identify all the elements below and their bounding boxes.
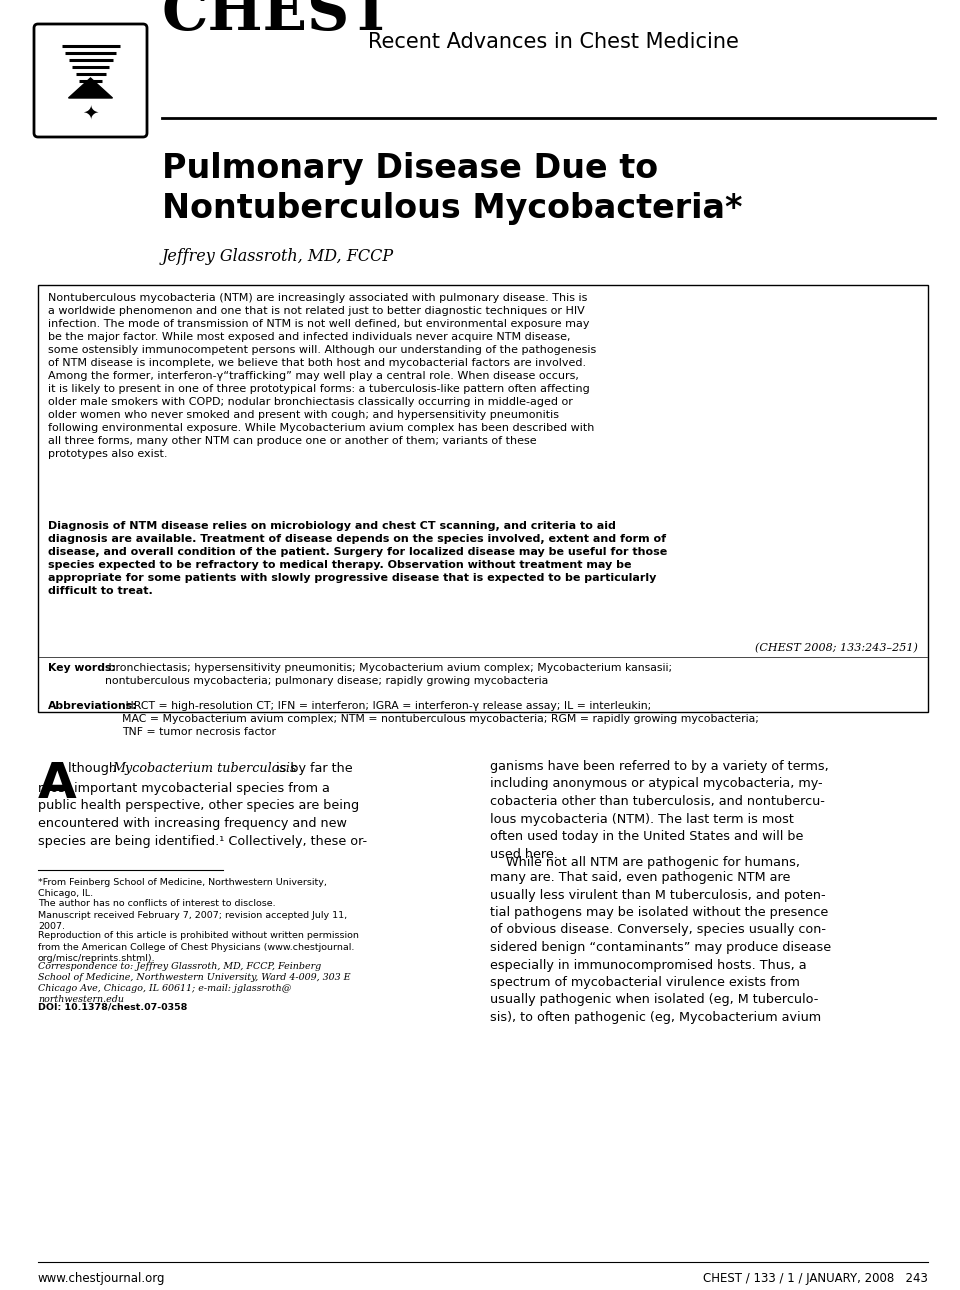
Text: Recent Advances in Chest Medicine: Recent Advances in Chest Medicine: [368, 32, 739, 52]
Text: The author has no conflicts of interest to disclose.: The author has no conflicts of interest …: [38, 899, 276, 908]
Text: lthough: lthough: [68, 762, 121, 775]
Text: bronchiectasis; hypersensitivity pneumonitis; Mycobacterium avium complex; Mycob: bronchiectasis; hypersensitivity pneumon…: [105, 663, 672, 686]
Text: ganisms have been referred to by a variety of terms,
including anonymous or atyp: ganisms have been referred to by a varie…: [490, 760, 828, 860]
Text: HRCT = high-resolution CT; IFN = interferon; IGRA = interferon-γ release assay; : HRCT = high-resolution CT; IFN = interfe…: [122, 700, 758, 737]
FancyBboxPatch shape: [34, 25, 147, 137]
Text: *From Feinberg School of Medicine, Northwestern University,
Chicago, IL.: *From Feinberg School of Medicine, North…: [38, 878, 326, 898]
Text: ✦: ✦: [83, 103, 99, 123]
Bar: [38, 285, 928, 712]
Polygon shape: [68, 77, 112, 98]
Text: A: A: [38, 760, 77, 808]
Text: Reproduction of this article is prohibited without written permission
from the A: Reproduction of this article is prohibit…: [38, 931, 359, 962]
Text: While not all NTM are pathogenic for humans,: While not all NTM are pathogenic for hum…: [490, 857, 800, 869]
Text: Jeffrey Glassroth, MD, FCCP: Jeffrey Glassroth, MD, FCCP: [162, 248, 395, 264]
Text: Correspondence to: Jeffrey Glassroth, MD, FCCP, Feinberg
School of Medicine, Nor: Correspondence to: Jeffrey Glassroth, MD…: [38, 962, 350, 1005]
Text: CHEST: CHEST: [162, 0, 394, 43]
Text: is by far the: is by far the: [272, 762, 352, 775]
Text: Mycobacterium tuberculosis: Mycobacterium tuberculosis: [112, 762, 297, 775]
Text: (CHEST 2008; 133:243–251): (CHEST 2008; 133:243–251): [756, 642, 918, 653]
Text: Diagnosis of NTM disease relies on microbiology and chest CT scanning, and crite: Diagnosis of NTM disease relies on micro…: [48, 521, 667, 596]
Text: most important mycobacterial species from a
public health perspective, other spe: most important mycobacterial species fro…: [38, 782, 367, 848]
Text: www.chestjournal.org: www.chestjournal.org: [38, 1272, 165, 1285]
Text: Manuscript received February 7, 2007; revision accepted July 11,
2007.: Manuscript received February 7, 2007; re…: [38, 911, 348, 930]
Text: Nontuberculous Mycobacteria*: Nontuberculous Mycobacteria*: [162, 192, 742, 224]
Text: Nontuberculous mycobacteria (NTM) are increasingly associated with pulmonary dis: Nontuberculous mycobacteria (NTM) are in…: [48, 293, 596, 459]
Text: Abbreviations:: Abbreviations:: [48, 700, 137, 711]
Text: Key words:: Key words:: [48, 663, 116, 673]
Text: Pulmonary Disease Due to: Pulmonary Disease Due to: [162, 152, 659, 184]
Text: CHEST / 133 / 1 / JANUARY, 2008   243: CHEST / 133 / 1 / JANUARY, 2008 243: [703, 1272, 928, 1285]
Text: many are. That said, even pathogenic NTM are
usually less virulent than M tuberc: many are. That said, even pathogenic NTM…: [490, 871, 831, 1024]
Text: DOI: 10.1378/chest.07-0358: DOI: 10.1378/chest.07-0358: [38, 1002, 187, 1011]
